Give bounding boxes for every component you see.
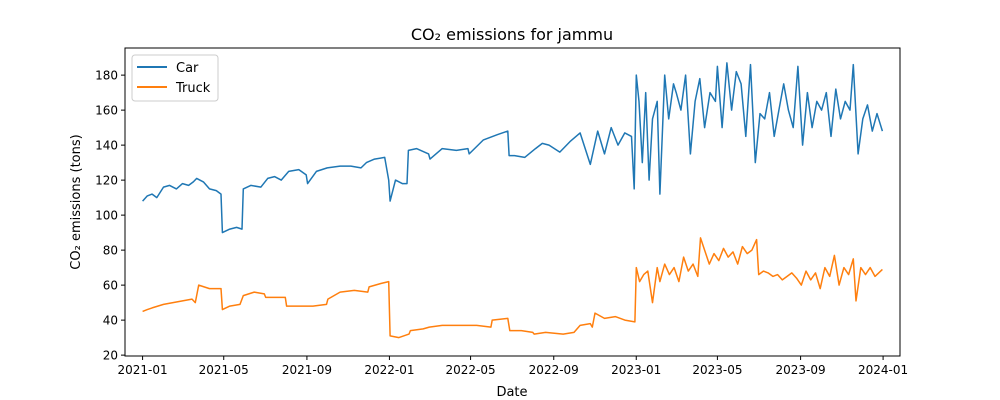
- y-tick-label: 40: [103, 314, 118, 328]
- x-tick-label: 2021-01: [118, 363, 168, 377]
- x-tick-label: 2021-09: [282, 363, 332, 377]
- chart-title: CO₂ emissions for jammu: [411, 25, 613, 44]
- x-tick-label: 2024-01: [858, 363, 908, 377]
- x-tick-label: 2023-09: [776, 363, 826, 377]
- series-line-truck: [142, 237, 883, 339]
- x-axis-label: Date: [496, 385, 527, 400]
- y-axis: 20 40 60 80 100 120 140 160 180: [95, 69, 125, 363]
- y-tick-label: 20: [103, 349, 118, 363]
- plot-frame: [124, 47, 901, 357]
- y-tick-label: 80: [103, 244, 118, 258]
- plot-series: [142, 62, 884, 339]
- x-tick-label: 2022-01: [364, 363, 414, 377]
- x-tick-label: 2021-05: [199, 363, 249, 377]
- series-line-car: [142, 62, 884, 234]
- y-tick-label: 100: [95, 209, 118, 223]
- y-tick-label: 120: [95, 174, 118, 188]
- x-tick-label: 2023-01: [611, 363, 661, 377]
- y-tick-label: 60: [103, 279, 118, 293]
- legend-label-truck: Truck: [175, 81, 211, 96]
- x-tick-label: 2022-05: [446, 363, 496, 377]
- y-axis-label: CO₂ emissions (tons): [69, 134, 84, 269]
- legend-label-car: Car: [176, 61, 199, 76]
- legend: Car Truck: [131, 54, 219, 102]
- x-tick-label: 2022-09: [529, 363, 579, 377]
- y-tick-label: 140: [95, 139, 118, 153]
- y-tick-label: 180: [95, 69, 118, 83]
- x-axis: 2021-01 2021-05 2021-09 2022-01 2022-05 2022-…: [118, 356, 908, 377]
- y-tick-label: 160: [95, 104, 118, 118]
- x-tick-label: 2023-05: [692, 363, 742, 377]
